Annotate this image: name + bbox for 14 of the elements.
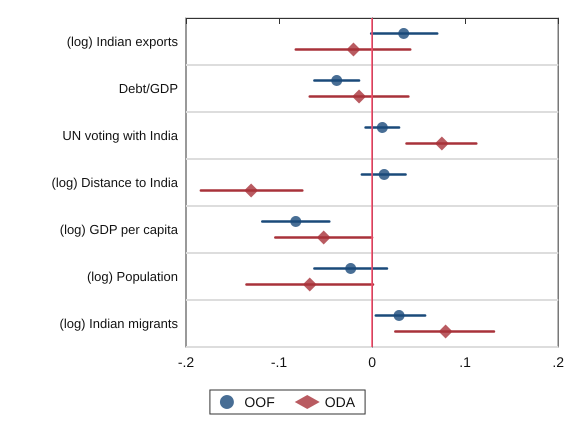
y-tick-label: UN voting with India — [62, 128, 179, 143]
x-tick-label: .2 — [552, 354, 564, 370]
y-tick-label: Debt/GDP — [118, 81, 178, 96]
x-tick-label: .1 — [459, 354, 472, 370]
legend-label: ODA — [324, 394, 356, 410]
y-tick-label: (log) Population — [86, 269, 178, 284]
x-tick-label: -.2 — [178, 354, 194, 370]
y-tick-label: (log) Indian migrants — [60, 316, 178, 331]
y-tick-label: (log) Distance to India — [52, 175, 179, 190]
x-tick-label: 0 — [368, 354, 376, 370]
y-tick-label: (log) GDP per capita — [60, 222, 179, 237]
x-tick-label: -.1 — [270, 354, 288, 370]
y-tick-label: (log) Indian exports — [66, 34, 178, 49]
legend-label: OOF — [244, 394, 275, 410]
